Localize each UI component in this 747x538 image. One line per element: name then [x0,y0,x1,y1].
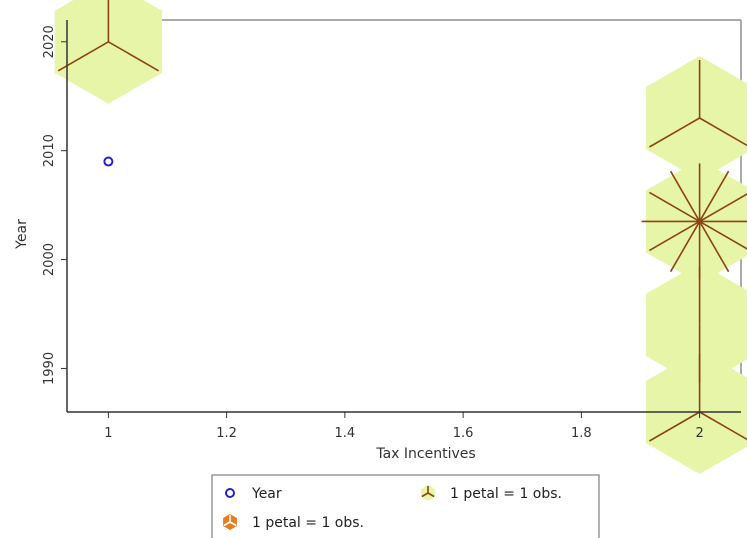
legend-marker-petal-2-1 [229,521,237,527]
sunflower-petal-2-11 [669,170,701,222]
sunflower-hexagon-1 [645,56,747,180]
legend-marker-0 [225,488,235,498]
y-tick-label-0: 1990 [42,352,57,385]
sunflower-petal-2-7 [669,221,701,273]
x-tick-label-2: 1.4 [335,426,356,441]
x-tick-label-0: 1 [104,426,112,441]
sunflower-petal-2-2 [699,193,747,223]
sunflower-petal-0-1 [107,41,160,72]
legend-label-1: 1 petal = 1 obs. [450,486,562,502]
sunflower-petal-4-1 [699,411,747,441]
y-tick-label-3: 2020 [42,25,57,58]
x-tick-label-3: 1.6 [453,426,474,441]
y-axis-title: Year [14,219,30,250]
data-point-0 [103,156,114,167]
legend-label-0: Year [251,486,282,502]
legend-marker-petal-2-2 [223,521,231,527]
sunflower-hexagon-0 [54,0,163,104]
sunflower-petal-4-2 [648,411,701,442]
sunflower-petal-1-2 [648,117,701,148]
sunflower-hexagon-3 [645,262,747,387]
sunflower-petal-1-1 [699,117,747,147]
x-axis-title: Tax Incentives [375,446,475,462]
legend-marker-petal-1-1 [427,492,435,498]
y-tick-label-1: 2000 [42,243,57,276]
sunflower-petal-2-10 [648,191,701,223]
x-tick-label-1: 1.2 [216,426,237,441]
sunflower-petal-2-8 [649,220,701,252]
x-tick-label-5: 2 [695,426,703,441]
legend-box [211,474,600,538]
sunflower-petal-2-1 [698,170,730,222]
sunflower-petal-2-5 [698,221,730,273]
x-tick-label-4: 1.8 [571,426,592,441]
legend-label-2: 1 petal = 1 obs. [252,515,364,531]
legend-marker-petal-1-2 [421,492,429,498]
y-tick-label-2: 2010 [42,134,57,167]
sunflower-petal-2-4 [699,220,747,250]
